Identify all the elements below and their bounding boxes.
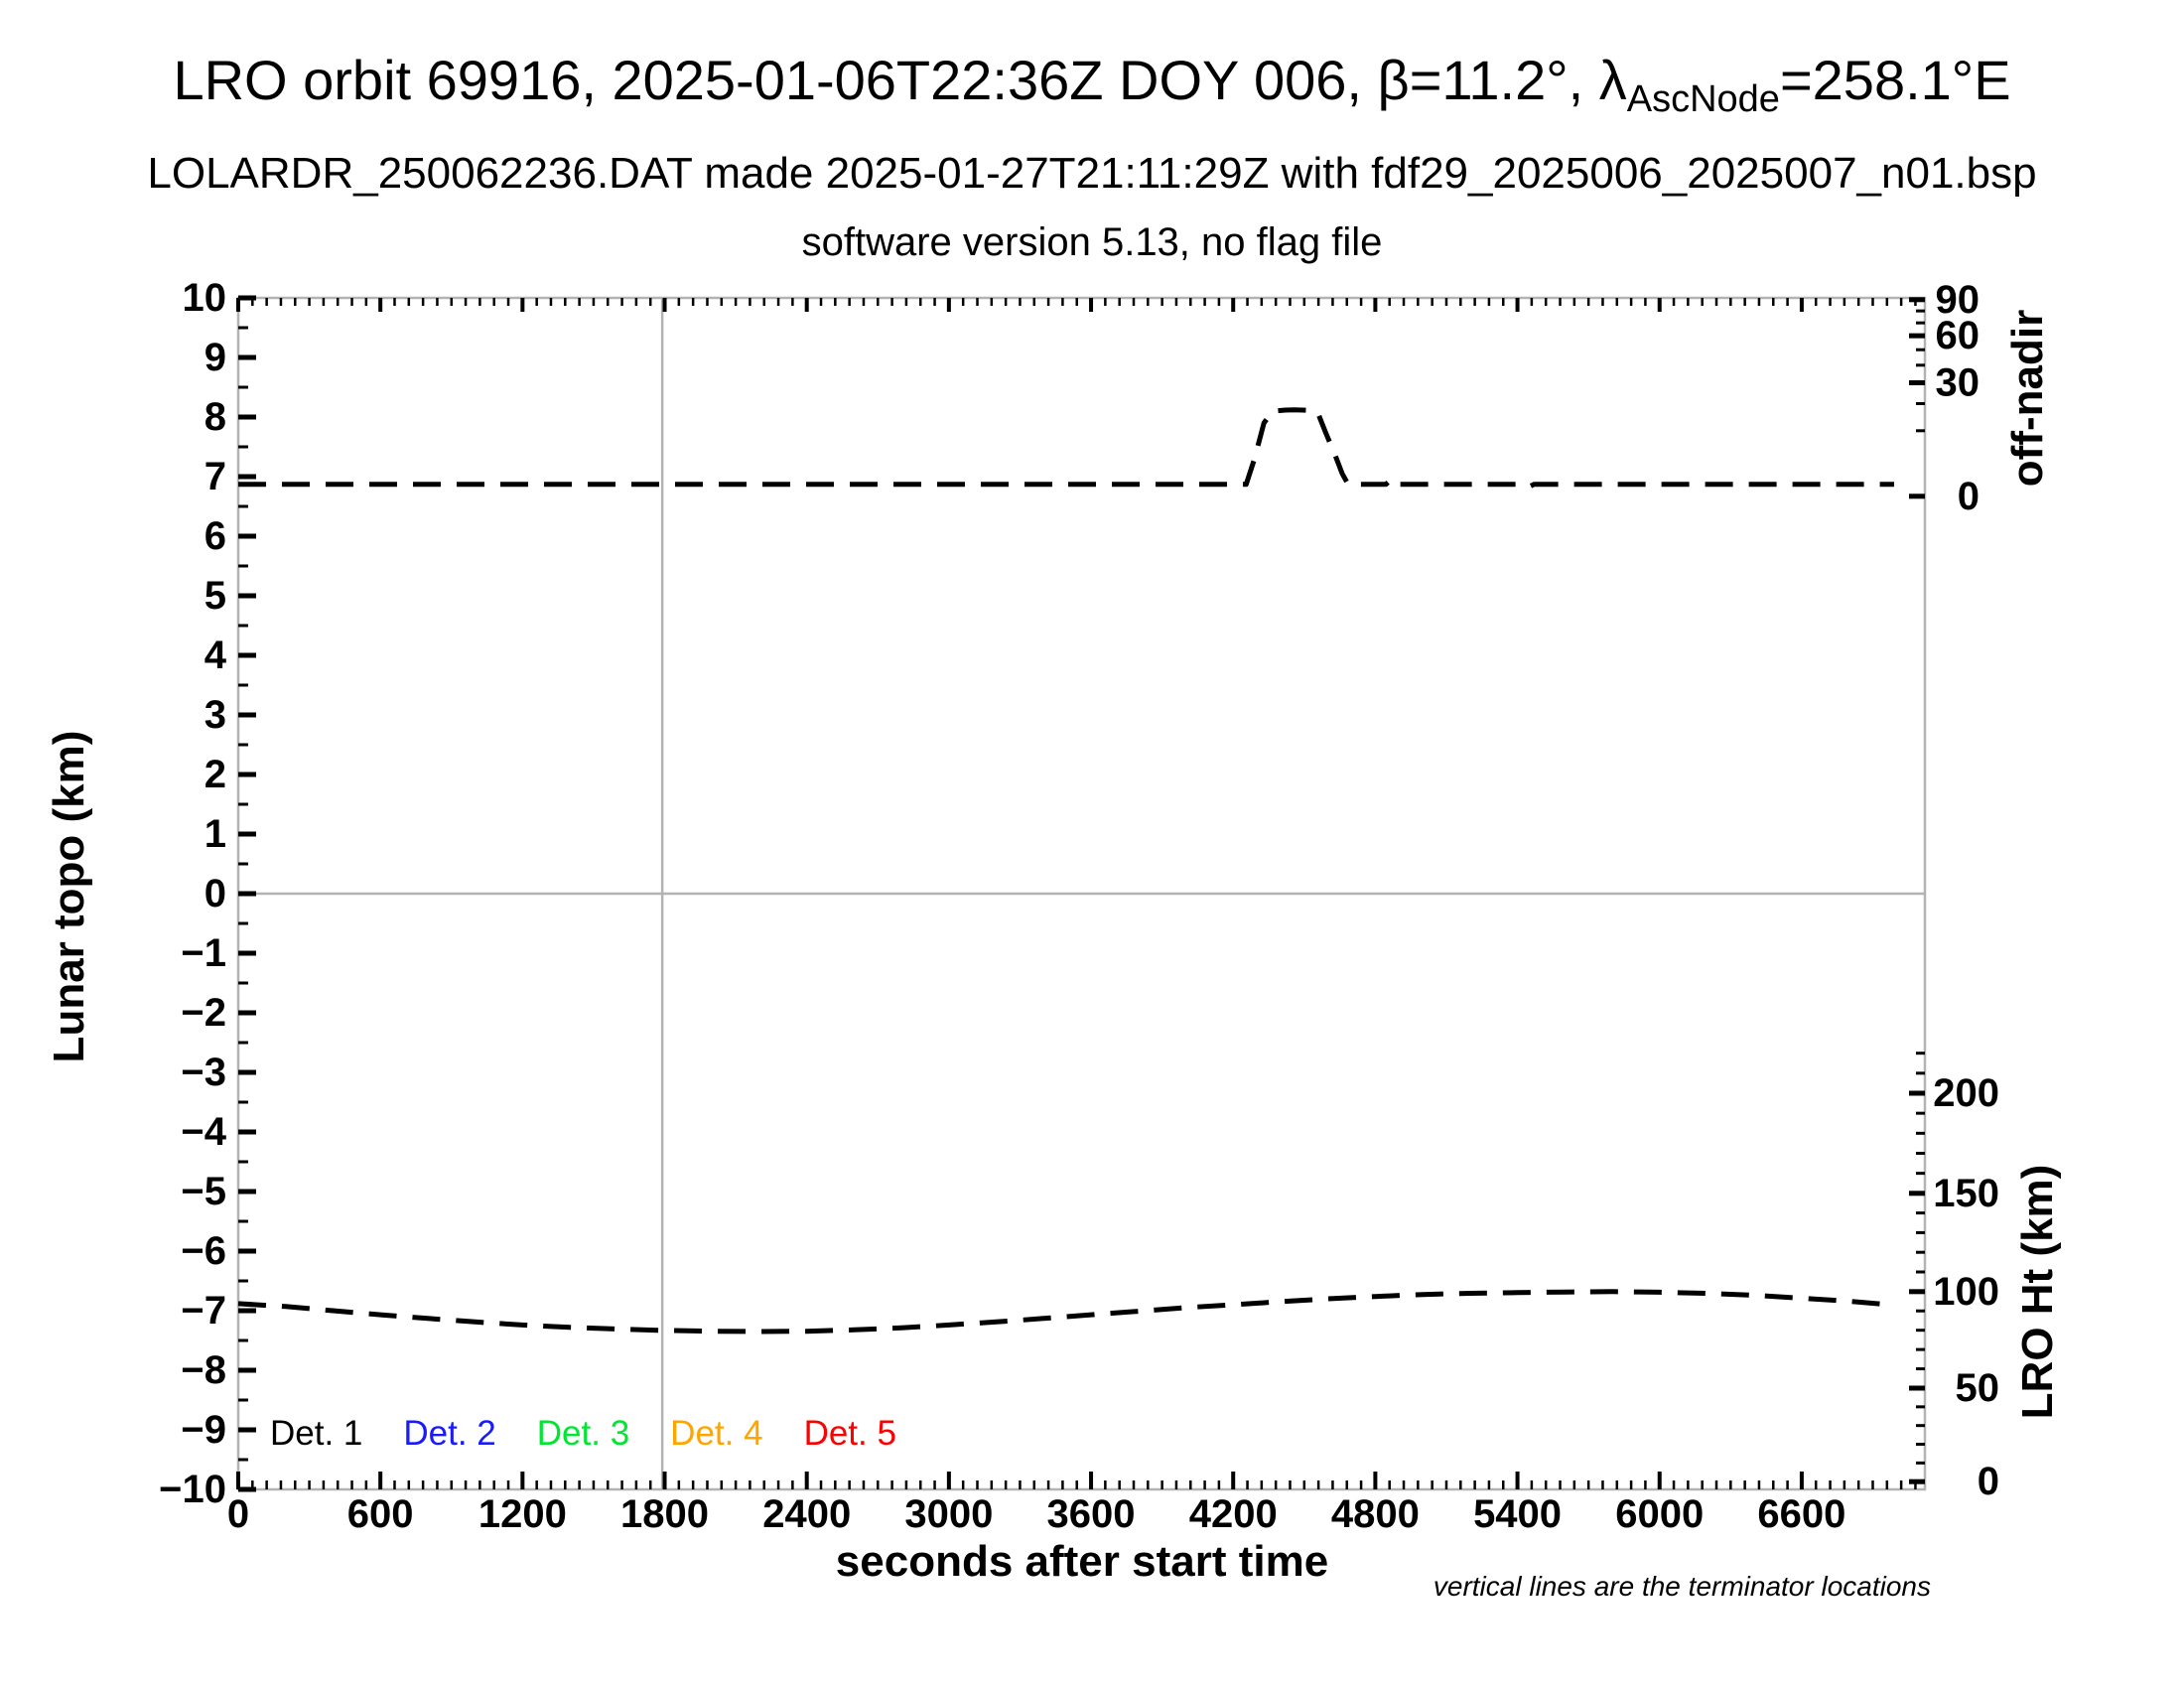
svg-text:3: 3 <box>205 693 226 737</box>
software-version-note: software version 5.13, no flag file <box>801 220 1383 264</box>
svg-text:0: 0 <box>205 872 226 915</box>
svg-text:−9: −9 <box>181 1408 226 1452</box>
svg-text:7: 7 <box>205 455 226 498</box>
subtitle-filename: LOLARDR_250062236.DAT made 2025-01-27T21… <box>147 149 2037 198</box>
y-axis-label-off-nadir: off-nadir <box>2003 309 2052 488</box>
svg-text:30: 30 <box>1936 360 1980 404</box>
title-subscript: AscNode <box>1626 78 1780 121</box>
legend-item-det2: Det. 2 <box>403 1414 496 1453</box>
svg-text:1: 1 <box>205 812 226 856</box>
y-axis-right-bottom: 200 150 100 50 0 <box>1909 1052 2000 1503</box>
svg-text:−1: −1 <box>181 931 226 975</box>
svg-text:3600: 3600 <box>1047 1492 1136 1536</box>
svg-text:1200: 1200 <box>478 1492 567 1536</box>
x-axis-label: seconds after start time <box>835 1537 1329 1586</box>
svg-text:−10: −10 <box>159 1468 226 1511</box>
svg-text:9: 9 <box>205 336 226 379</box>
legend-item-det3: Det. 3 <box>536 1414 630 1453</box>
svg-text:200: 200 <box>1933 1071 1999 1115</box>
svg-text:50: 50 <box>1956 1366 2000 1410</box>
title-prefix: LRO orbit 69916, 2025-01-06T22:36Z DOY 0… <box>173 49 1627 111</box>
svg-text:600: 600 <box>347 1492 414 1536</box>
svg-text:2: 2 <box>205 753 226 796</box>
svg-text:0: 0 <box>1978 1460 1999 1503</box>
svg-text:2400: 2400 <box>762 1492 851 1536</box>
legend-item-det4: Det. 4 <box>670 1414 763 1453</box>
lro-height-curve <box>237 1289 1895 1335</box>
svg-text:−5: −5 <box>181 1170 226 1213</box>
svg-text:90: 90 <box>1936 278 1980 322</box>
svg-text:100: 100 <box>1933 1270 1999 1314</box>
svg-text:0: 0 <box>1958 475 1979 518</box>
terminator-footnote: vertical lines are the terminator locati… <box>1433 1571 1931 1602</box>
svg-text:−2: −2 <box>181 991 226 1035</box>
svg-text:4800: 4800 <box>1331 1492 1420 1536</box>
svg-text:150: 150 <box>1933 1172 1999 1215</box>
svg-text:6600: 6600 <box>1757 1492 1845 1536</box>
detector-legend: Det. 1 Det. 2 Det. 3 Det. 4 Det. 5 <box>270 1414 896 1454</box>
svg-text:4200: 4200 <box>1189 1492 1278 1536</box>
svg-text:10: 10 <box>183 276 227 320</box>
svg-text:−8: −8 <box>181 1348 226 1392</box>
svg-text:1800: 1800 <box>620 1492 709 1536</box>
svg-text:−7: −7 <box>181 1289 226 1333</box>
svg-text:−4: −4 <box>181 1110 226 1154</box>
page-title: LRO orbit 69916, 2025-01-06T22:36Z DOY 0… <box>0 48 2184 121</box>
y-axis-label-left: Lunar topo (km) <box>45 730 93 1063</box>
svg-text:8: 8 <box>205 395 226 439</box>
svg-text:4: 4 <box>205 633 227 677</box>
svg-text:60: 60 <box>1936 314 1980 357</box>
legend-item-det1: Det. 1 <box>270 1414 363 1453</box>
y-axis-label-lro-height: LRO Ht (km) <box>2013 1164 2062 1420</box>
svg-text:3000: 3000 <box>904 1492 993 1536</box>
off-nadir-curve <box>238 407 1894 490</box>
svg-text:5: 5 <box>205 574 226 618</box>
title-suffix: =258.1°E <box>1779 49 2011 111</box>
legend-item-det5: Det. 5 <box>803 1414 896 1453</box>
svg-text:6: 6 <box>205 514 226 558</box>
svg-text:−6: −6 <box>181 1229 226 1273</box>
svg-text:6000: 6000 <box>1615 1492 1704 1536</box>
svg-text:0: 0 <box>227 1492 249 1536</box>
svg-text:5400: 5400 <box>1473 1492 1562 1536</box>
svg-text:−3: −3 <box>181 1051 226 1094</box>
x-axis: 0 600 1200 1800 2400 3000 3600 4200 4800 5400 6000… <box>227 298 1917 1536</box>
